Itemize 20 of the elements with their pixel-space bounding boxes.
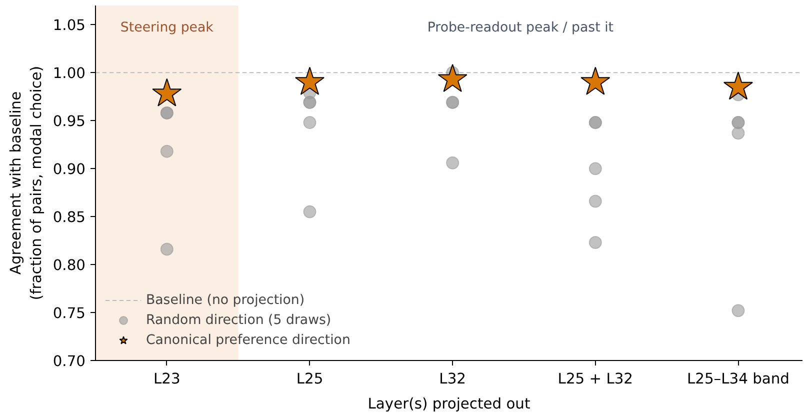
- x-tick-label: L23: [154, 370, 180, 388]
- y-tick-label: 1.00: [52, 65, 86, 82]
- y-tick-label: 0.90: [52, 161, 86, 178]
- y-tick-label: 0.70: [52, 353, 86, 370]
- band-label: Steering peak: [120, 20, 214, 36]
- y-tick-label: 1.05: [52, 17, 86, 34]
- y-tick-label: 0.85: [52, 209, 86, 226]
- x-tick-label: L32: [439, 370, 466, 388]
- y-tick-label: 0.75: [52, 305, 86, 322]
- x-tick-label: L25–L34 band: [686, 370, 790, 388]
- y-tick-label: 0.80: [52, 257, 86, 274]
- legend-label: Baseline (no projection): [146, 292, 305, 308]
- legend-label: Canonical preference direction: [146, 332, 350, 348]
- x-tick-label: L25 + L32: [558, 370, 634, 388]
- x-axis-title: Layer(s) projected out: [368, 396, 530, 412]
- y-axis-title: Agreement with baseline (fraction of pairs, modal choice): [7, 66, 45, 300]
- annotation: Probe-readout peak / past it: [427, 20, 614, 36]
- x-tick-label: L25: [296, 370, 324, 388]
- y-tick-label: 0.95: [52, 113, 86, 130]
- legend-label: Random direction (5 draws): [146, 312, 332, 328]
